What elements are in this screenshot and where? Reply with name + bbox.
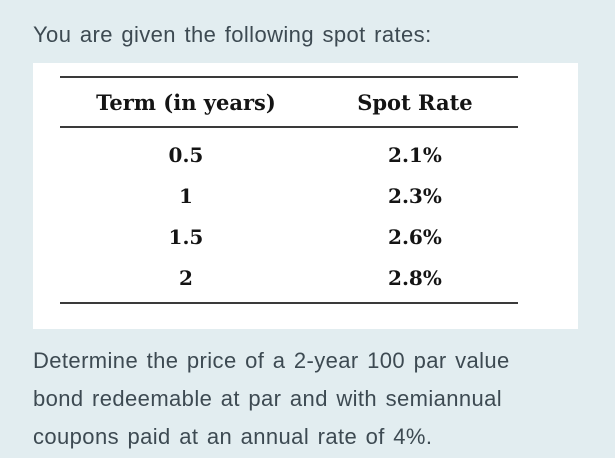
term-value: 1 bbox=[178, 183, 193, 208]
spot-rate-table: Term (in years) Spot Rate 0.5 2.1% 1 2.3… bbox=[60, 76, 518, 304]
question-line: Determine the price of a 2-year 100 par … bbox=[33, 348, 510, 373]
table-row: 1.5 2.6% bbox=[60, 216, 518, 257]
table-bottom-rule bbox=[60, 302, 518, 304]
spot-rate-value: 2.1% bbox=[388, 142, 442, 167]
table-body: 0.5 2.1% 1 2.3% 1.5 2.6% 2 2.8% bbox=[60, 128, 518, 302]
table-row: 0.5 2.1% bbox=[60, 134, 518, 175]
term-value: 0.5 bbox=[168, 142, 204, 167]
spot-rate-value: 2.8% bbox=[388, 265, 442, 290]
question-line: coupons paid at an annual rate of 4%. bbox=[33, 424, 433, 449]
column-header-term: Term (in years) bbox=[96, 89, 276, 115]
table-row: 1 2.3% bbox=[60, 175, 518, 216]
question-text: Determine the price of a 2-year 100 par … bbox=[33, 342, 510, 456]
intro-text: You are given the following spot rates: bbox=[33, 22, 432, 47]
spot-rate-table-panel: Term (in years) Spot Rate 0.5 2.1% 1 2.3… bbox=[33, 63, 578, 329]
table-top-rule bbox=[60, 76, 518, 78]
spot-rate-value: 2.6% bbox=[388, 224, 442, 249]
spot-rate-value: 2.3% bbox=[388, 183, 442, 208]
question-line: bond redeemable at par and with semiannu… bbox=[33, 386, 503, 411]
table-row: 2 2.8% bbox=[60, 257, 518, 298]
table-header-row: Term (in years) Spot Rate bbox=[60, 78, 518, 126]
term-value: 2 bbox=[178, 265, 193, 290]
term-value: 1.5 bbox=[168, 224, 204, 249]
column-header-spot-rate: Spot Rate bbox=[357, 89, 473, 115]
table-header-rule bbox=[60, 126, 518, 128]
